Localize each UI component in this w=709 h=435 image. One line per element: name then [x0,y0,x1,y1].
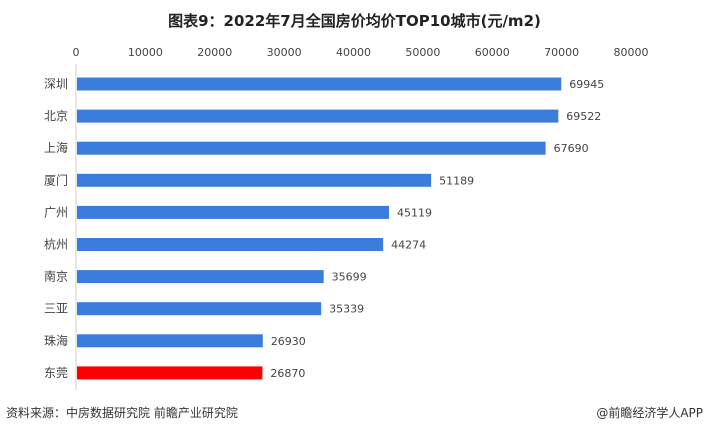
x-tick-label: 40000 [336,46,371,59]
bar [77,141,546,155]
x-tick-label: 20000 [197,46,232,59]
bar [77,334,263,348]
data-label: 69945 [569,78,604,91]
x-tick-label: 30000 [267,46,302,59]
data-label: 44274 [391,239,426,252]
chart-title: 图表9：2022年7月全国房价均价TOP10城市(元/m2) [168,12,541,30]
data-label: 26870 [270,367,305,380]
category-label: 珠海 [44,333,68,348]
data-label: 67690 [554,142,589,155]
data-label: 45119 [397,206,432,219]
x-tick-label: 70000 [544,46,579,59]
bar [77,77,562,91]
category-label: 东莞 [44,366,68,380]
x-tick-label: 50000 [405,46,440,59]
source-note: 资料来源：中房数据研究院 前瞻产业研究院 [6,406,238,420]
bar [77,205,390,219]
bar [77,173,432,187]
bar [77,366,263,380]
data-label: 69522 [566,110,601,123]
x-tick-label: 60000 [475,46,510,59]
data-label: 51189 [439,174,474,187]
credit-note: @前瞻经济学人APP [596,406,703,420]
bar [77,270,324,284]
category-label: 北京 [44,109,68,123]
bar [77,238,384,251]
x-tick-label: 10000 [128,46,163,59]
category-label: 深圳 [44,77,68,91]
category-label: 厦门 [44,172,68,187]
category-label: 杭州 [44,237,68,252]
x-tick-label: 80000 [614,46,649,59]
data-label: 35339 [329,303,364,316]
x-tick-label: 0 [73,46,80,59]
data-label: 26930 [271,335,306,348]
category-label: 三亚 [44,302,68,316]
bar [77,109,559,123]
bar [77,302,322,316]
category-label: 广州 [44,205,68,219]
data-label: 35699 [332,271,367,284]
category-label: 南京 [44,269,68,284]
category-label: 上海 [44,140,68,155]
